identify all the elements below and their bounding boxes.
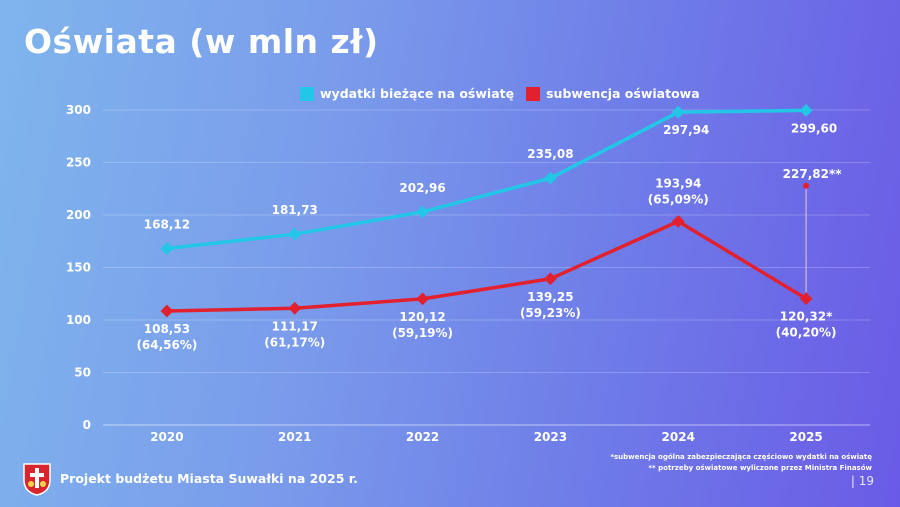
- series-line-1: [166, 108, 807, 251]
- data-sublabel-series2: (59,23%): [520, 306, 581, 320]
- data-point-series1: [288, 227, 302, 241]
- y-tick-label: 150: [66, 261, 91, 275]
- data-label-series2: 193,94: [655, 176, 701, 190]
- y-tick-label: 300: [66, 103, 91, 117]
- page-number: | 19: [850, 474, 874, 488]
- annotation-point: [803, 182, 810, 189]
- data-label-series1: 299,60: [791, 121, 837, 135]
- data-sublabel-series2: (64,56%): [136, 338, 197, 352]
- x-tick-label: 2020: [150, 430, 183, 444]
- footnote-1: *subwencja ogólna zabezpieczająca części…: [610, 453, 872, 461]
- x-tick-label: 2021: [278, 430, 311, 444]
- x-tick-label: 2025: [789, 430, 822, 444]
- chart-legend: wydatki bieżące na oświatę subwencja ośw…: [300, 86, 700, 101]
- legend-item-series1: wydatki bieżące na oświatę: [300, 86, 514, 101]
- series-line-2: [166, 219, 807, 313]
- legend-item-series2: subwencja oświatowa: [526, 86, 700, 101]
- y-tick-label: 200: [66, 208, 91, 222]
- x-tick-label: 2022: [406, 430, 439, 444]
- page-title: Oświata (w mln zł): [24, 22, 379, 61]
- data-label-series1: 297,94: [663, 123, 709, 137]
- data-point-series1: [416, 205, 429, 219]
- data-point-series1: [671, 105, 685, 119]
- data-point-series2: [544, 272, 557, 286]
- data-point-series1: [160, 242, 174, 255]
- data-point-series1: [799, 104, 813, 117]
- data-label-series2: 108,53: [144, 322, 190, 336]
- footnotes: *subwencja ogólna zabezpieczająca części…: [610, 452, 872, 474]
- legend-swatch-series2: [526, 86, 541, 101]
- data-label-series1: 235,08: [527, 147, 573, 161]
- annotation-label: 227,82**: [783, 167, 843, 181]
- legend-swatch-series1: [300, 86, 314, 101]
- y-tick-label: 250: [66, 156, 91, 170]
- data-point-series2: [288, 301, 302, 315]
- data-label-series1: 168,12: [144, 217, 190, 231]
- data-sublabel-series2: (61,17%): [264, 335, 325, 349]
- y-tick-label: 100: [66, 313, 91, 327]
- data-sublabel-series2: (59,19%): [392, 326, 453, 340]
- x-tick-label: 2024: [662, 430, 695, 444]
- data-sublabel-series2: (65,09%): [648, 192, 709, 206]
- footnote-2: ** potrzeby oświatowe wyliczone przez Mi…: [648, 464, 872, 472]
- data-label-series2: 120,12: [399, 310, 445, 324]
- data-label-series1: 181,73: [272, 203, 318, 217]
- footer-text: Projekt budżetu Miasta Suwałki na 2025 r…: [60, 471, 358, 486]
- data-label-series2: 139,25: [527, 290, 573, 304]
- legend-label-series2: subwencja oświatowa: [546, 86, 700, 101]
- city-coat-of-arms-icon: [23, 463, 51, 496]
- data-point-series2: [416, 292, 429, 306]
- x-tick-label: 2023: [534, 430, 567, 444]
- y-tick-label: 50: [74, 366, 91, 380]
- y-tick-label: 0: [83, 418, 91, 432]
- legend-label-series1: wydatki bieżące na oświatę: [320, 86, 515, 101]
- data-label-series1: 202,96: [399, 181, 445, 195]
- data-label-series2: 111,17: [272, 319, 318, 333]
- data-point-series2: [160, 304, 174, 318]
- data-label-series2: 120,32*: [780, 310, 833, 324]
- data-point-series1: [544, 171, 557, 185]
- data-sublabel-series2: (40,20%): [776, 326, 837, 340]
